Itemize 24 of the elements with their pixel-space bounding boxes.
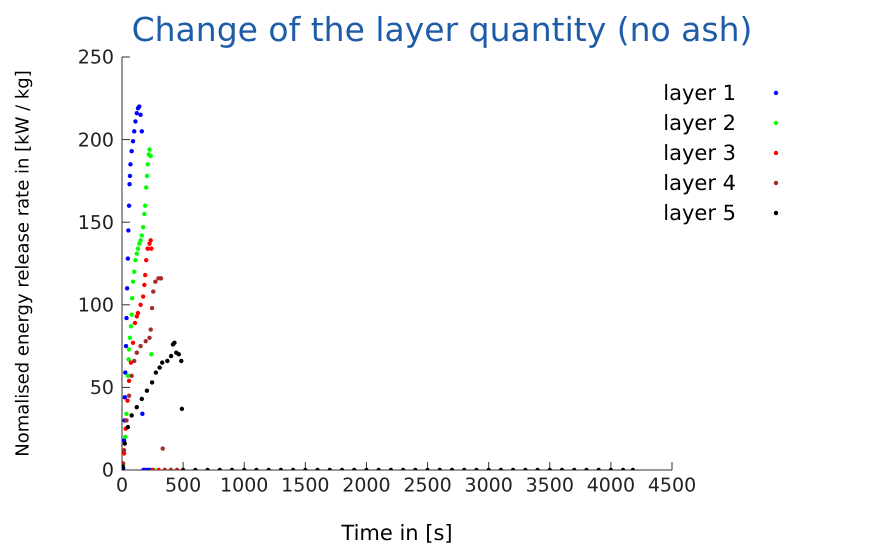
x-tick-label: 2500 [403,474,452,496]
x-tick-label: 2000 [342,474,391,496]
y-tick-label: 100 [78,294,114,317]
x-tick-label: 4000 [586,474,636,496]
y-tick-label: 200 [78,129,114,152]
x-axis-title: Time in [s] [340,521,453,545]
x-tick-label: 3000 [464,474,513,496]
y-tick-label: 50 [90,377,114,400]
y-tick-label: 250 [78,46,114,69]
x-tick-label: 4500 [648,474,696,496]
legend-label: layer 2 [662,111,736,135]
legend-label: layer 4 [662,171,736,195]
x-tick-label: 1000 [220,474,268,496]
x-tick-label: 3500 [526,474,574,496]
x-tick-label: 500 [164,474,202,496]
legend-label: layer 5 [662,201,736,225]
y-tick-label: 150 [78,212,114,234]
x-tick-label: 0 [116,474,128,496]
x-tick-label: 1500 [281,474,330,496]
y-tick-label: 0 [102,460,114,482]
legend-label: layer 3 [662,141,736,165]
chart-title: Change of the layer quantity (no ash) [132,10,752,49]
y-axis-title: Nomalised energy release rate in [kW / kg] [12,70,34,457]
legend-label: layer 1 [662,81,736,105]
